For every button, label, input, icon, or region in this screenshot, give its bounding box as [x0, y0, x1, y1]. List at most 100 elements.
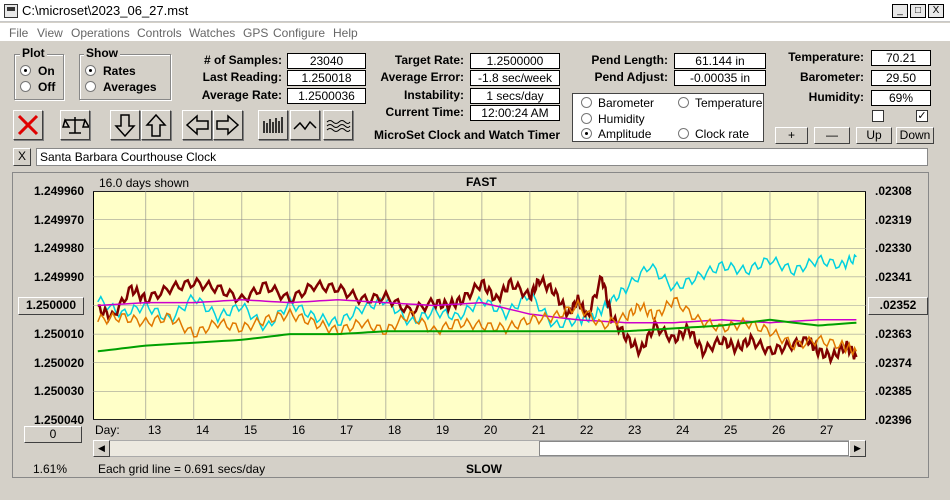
y-tick-label: 1.250020: [33, 355, 84, 370]
y-tick-label: 1.249970: [33, 212, 84, 227]
legend-barometer: Barometer: [598, 96, 655, 110]
samples-value: 23040: [287, 53, 366, 69]
scroll-right-arrow[interactable]: ▶: [849, 440, 866, 457]
app-icon[interactable]: [4, 4, 18, 18]
clear-name-button[interactable]: X: [13, 148, 31, 166]
last-reading-label: Last Reading:: [202, 70, 282, 84]
plot-off-radio[interactable]: [20, 81, 31, 92]
maximize-button[interactable]: □: [910, 4, 926, 18]
current-time-label: Current Time:: [385, 105, 464, 119]
arrow-left-icon: [185, 114, 209, 136]
menu-gps[interactable]: GPS: [243, 26, 269, 40]
smooth-view-button[interactable]: [323, 110, 353, 140]
wave-icon: [293, 120, 317, 131]
right-checkbox[interactable]: ✓: [916, 110, 928, 122]
arrow-down-icon: [114, 114, 136, 138]
y-tick-label: 1.250030: [33, 384, 84, 399]
graph-panel: [12, 172, 929, 478]
pend-length-label: Pend Length:: [591, 53, 668, 67]
slow-label: SLOW: [466, 462, 502, 476]
center-rate-button[interactable]: 1.250000: [18, 297, 84, 315]
grid-note: Each grid line = 0.691 secs/day: [98, 462, 266, 476]
line-view-button[interactable]: [290, 110, 320, 140]
day-label: Day:: [95, 423, 120, 437]
temperature-value: 70.21: [871, 50, 931, 66]
clock-rate-radio[interactable]: [678, 128, 689, 139]
rate-chart[interactable]: [93, 191, 866, 420]
x-tick-label: 26: [771, 423, 786, 437]
y-right-tick-label: .02330: [875, 241, 912, 256]
show-rates-radio[interactable]: [85, 65, 96, 76]
y-right-tick-label: .02341: [875, 269, 912, 284]
instability-value: 1 secs/day: [470, 88, 560, 104]
center-amp-button[interactable]: .02352: [868, 297, 928, 315]
menu-help[interactable]: Help: [333, 26, 358, 40]
squiggle-icon: [326, 120, 351, 132]
legend-amplitude: Amplitude: [598, 127, 652, 141]
x-tick-label: 17: [339, 423, 354, 437]
scroll-left-arrow[interactable]: ◀: [93, 440, 110, 457]
series-legend: [572, 93, 764, 142]
offset-button[interactable]: 0: [24, 426, 82, 443]
y-tick-label: 1.250010: [33, 327, 84, 342]
menu-configure[interactable]: Configure: [273, 26, 326, 40]
up-button[interactable]: Up: [856, 127, 892, 144]
y-right-tick-label: .02308: [875, 184, 912, 198]
amplitude-radio[interactable]: [581, 128, 592, 139]
humidity-value: 69%: [871, 90, 931, 106]
pend-adjust-label: Pend Adjust:: [594, 70, 668, 84]
y-right-tick-label: .02319: [875, 212, 912, 227]
temperature-radio[interactable]: [678, 97, 689, 108]
fast-label: FAST: [466, 175, 497, 189]
x-tick-label: 18: [387, 423, 402, 437]
scroll-down-button[interactable]: [110, 110, 140, 140]
series-line-humidity: [97, 299, 857, 324]
barometer-value: 29.50: [871, 70, 931, 86]
minus-button[interactable]: —: [814, 127, 850, 144]
target-rate-value[interactable]: 1.2500000: [470, 53, 560, 69]
x-tick-label: 23: [627, 423, 642, 437]
scrollbar-thumb[interactable]: [539, 441, 849, 456]
target-rate-label: Target Rate:: [394, 53, 464, 67]
average-rate-value: 1.2500036: [287, 88, 366, 104]
x-tick-label: 24: [675, 423, 690, 437]
plus-button[interactable]: +: [775, 127, 808, 144]
scroll-right-button[interactable]: [213, 110, 243, 140]
show-group: [79, 54, 171, 100]
scroll-left-button[interactable]: [182, 110, 212, 140]
y-right-tick-label: .02396: [875, 413, 912, 427]
menu-operations[interactable]: Operations: [71, 26, 130, 40]
show-group-title: Show: [84, 46, 120, 60]
humidity-radio[interactable]: [581, 113, 592, 124]
y-tick-label: 1.250040: [33, 413, 84, 427]
show-averages-label: Averages: [103, 80, 157, 94]
bar-view-button[interactable]: [258, 110, 288, 140]
pend-length-value: 61.144 in: [674, 53, 766, 69]
menu-controls[interactable]: Controls: [137, 26, 182, 40]
stop-button[interactable]: [13, 110, 43, 140]
x-tick-label: 20: [483, 423, 498, 437]
barometer-radio[interactable]: [581, 97, 592, 108]
last-reading-value: 1.250018: [287, 70, 366, 86]
menu-watches[interactable]: Watches: [189, 26, 236, 40]
x-tick-label: 16: [291, 423, 306, 437]
balance-button[interactable]: [60, 110, 91, 140]
left-checkbox[interactable]: [872, 110, 884, 122]
y-right-tick-label: .02385: [875, 384, 912, 399]
plot-on-radio[interactable]: [20, 65, 31, 76]
legend-temperature: Temperature: [695, 96, 763, 110]
x-tick-label: 14: [195, 423, 210, 437]
temperature-label: Temperature:: [788, 50, 864, 64]
down-button[interactable]: Down: [896, 127, 934, 144]
pend-adjust-value: -0.00035 in: [674, 70, 766, 86]
zoom-label: 1.61%: [33, 462, 68, 476]
minimize-button[interactable]: _: [892, 4, 908, 18]
close-button[interactable]: X: [928, 4, 944, 18]
menu-file[interactable]: File: [9, 26, 29, 40]
x-tick-label: 25: [723, 423, 738, 437]
x-tick-label: 22: [579, 423, 594, 437]
menu-view[interactable]: View: [37, 26, 63, 40]
clock-name-input[interactable]: Santa Barbara Courthouse Clock: [36, 148, 928, 166]
show-averages-radio[interactable]: [85, 81, 96, 92]
scroll-up-button[interactable]: [141, 110, 171, 140]
